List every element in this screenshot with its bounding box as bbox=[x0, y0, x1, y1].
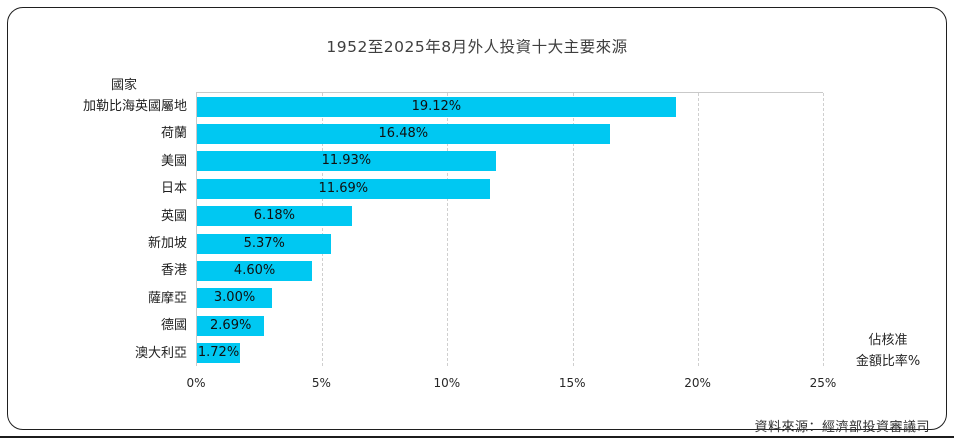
bar-value-label: 3.00% bbox=[213, 290, 256, 306]
x-tick-label: 25% bbox=[809, 376, 837, 390]
bar bbox=[197, 178, 490, 199]
bar-row: 加勒比海英國屬地 19.12% bbox=[83, 93, 823, 120]
bar-value-label: 16.48% bbox=[378, 126, 429, 142]
x-axis-title: 佔核准 金額比率% bbox=[836, 331, 940, 373]
bar bbox=[197, 124, 610, 145]
category-label: 加勒比海英國屬地 bbox=[82, 99, 187, 114]
y-axis-title: 國家 bbox=[111, 78, 138, 93]
bar-row: 新加坡 5.37% bbox=[148, 230, 823, 257]
bar bbox=[197, 315, 265, 336]
bar-value-label: 6.18% bbox=[253, 208, 296, 224]
bar-value-label: 2.69% bbox=[210, 317, 252, 333]
bar bbox=[197, 233, 332, 254]
x-tick-label: 5% bbox=[311, 376, 331, 390]
x-axis-title-line2: 金額比率% bbox=[855, 353, 921, 369]
category-label: 美國 bbox=[160, 153, 187, 169]
bar-row: 英國 6.18% bbox=[161, 203, 823, 230]
x-tick-label: 15% bbox=[558, 376, 586, 390]
bar-value-label: 4.60% bbox=[233, 263, 276, 279]
bar bbox=[197, 288, 273, 309]
gridline bbox=[823, 93, 824, 366]
bar-row: 澳大利亞 1.72% bbox=[135, 340, 823, 367]
bottom-divider bbox=[0, 436, 954, 438]
bar-row: 薩摩亞 3.00% bbox=[148, 285, 823, 312]
category-label: 香港 bbox=[160, 263, 187, 279]
x-axis-ticks: 0% 5% 10% 15% 20% 25% bbox=[186, 376, 836, 392]
bar-row: 美國 11.93% bbox=[161, 148, 823, 175]
category-label: 薩摩亞 bbox=[147, 290, 187, 306]
x-tick-label: 0% bbox=[186, 376, 206, 390]
source-note: 資料來源：經濟部投資審議司 bbox=[754, 420, 930, 435]
bar-rows: 加勒比海英國屬地 19.12% 荷蘭 16.48% 美國 11.93% 日本 11.69% 英國… bbox=[83, 93, 823, 367]
bar-value-label: 5.37% bbox=[243, 235, 285, 251]
category-label: 日本 bbox=[160, 181, 187, 197]
bar-row: 荷蘭 16.48% bbox=[161, 120, 823, 147]
x-tick-label: 10% bbox=[433, 376, 461, 390]
category-label: 德國 bbox=[160, 318, 187, 334]
bar bbox=[197, 261, 313, 282]
gridline bbox=[322, 93, 324, 366]
bar-row: 德國 2.69% bbox=[161, 312, 823, 339]
gridline bbox=[447, 93, 449, 366]
bar bbox=[197, 343, 241, 364]
chart-card: 1952至2025年8月外人投資十大主要來源 國家 加勒比海英國屬地 19.12%… bbox=[7, 7, 947, 435]
category-label: 澳大利亞 bbox=[134, 345, 187, 361]
chart-title: 1952至2025年8月外人投資十大主要來源 bbox=[326, 38, 628, 56]
bar-value-label: 11.93% bbox=[321, 153, 372, 169]
bar bbox=[197, 96, 676, 117]
x-axis-title-line1: 佔核准 bbox=[868, 333, 908, 348]
bar-value-label: 19.12% bbox=[411, 98, 462, 114]
category-label: 新加坡 bbox=[147, 235, 187, 251]
x-tick-label: 20% bbox=[684, 376, 711, 390]
bar bbox=[197, 206, 352, 227]
category-label: 荷蘭 bbox=[160, 126, 187, 142]
bar-row: 日本 11.69% bbox=[161, 175, 823, 202]
plot-area: 加勒比海英國屬地 19.12% 荷蘭 16.48% 美國 11.93% 日本 11.69% 英國… bbox=[83, 92, 824, 367]
bar bbox=[197, 151, 496, 172]
bar-value-label: 1.72% bbox=[197, 345, 240, 361]
category-label: 英國 bbox=[160, 208, 187, 224]
gridline bbox=[697, 93, 699, 366]
bar-value-label: 11.69% bbox=[318, 180, 369, 196]
gridline bbox=[572, 93, 574, 366]
bar-row: 香港 4.60% bbox=[161, 257, 823, 284]
